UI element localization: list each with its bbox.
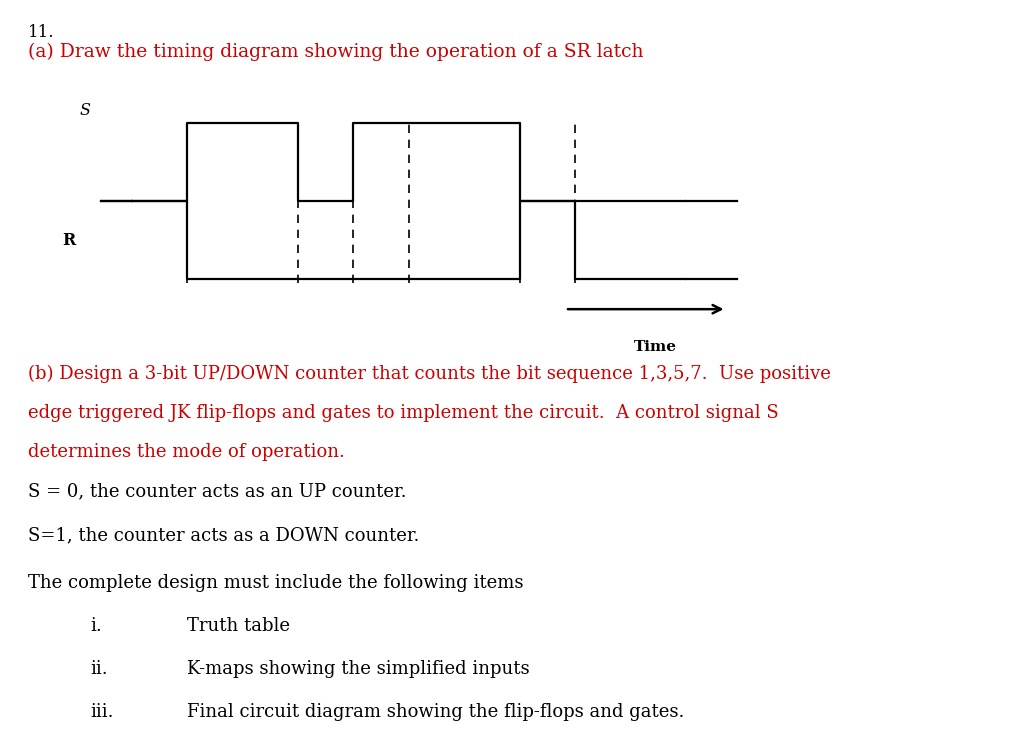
- Text: 11.: 11.: [28, 24, 54, 41]
- Text: determines the mode of operation.: determines the mode of operation.: [28, 443, 345, 460]
- Text: ii.: ii.: [91, 660, 108, 678]
- Text: Time: Time: [635, 340, 677, 355]
- Text: (a) Draw the timing diagram showing the operation of a SR latch: (a) Draw the timing diagram showing the …: [28, 43, 644, 61]
- Text: i.: i.: [91, 617, 103, 635]
- Text: Truth table: Truth table: [187, 617, 290, 635]
- Text: S = 0, the counter acts as an UP counter.: S = 0, the counter acts as an UP counter…: [28, 483, 407, 501]
- Text: S: S: [80, 102, 91, 119]
- Text: iii.: iii.: [91, 703, 114, 721]
- Text: (b) Design a 3-bit UP/DOWN counter that counts the bit sequence 1,3,5,7.  Use po: (b) Design a 3-bit UP/DOWN counter that …: [28, 365, 831, 383]
- Text: K-maps showing the simplified inputs: K-maps showing the simplified inputs: [187, 660, 530, 678]
- Text: S=1, the counter acts as a DOWN counter.: S=1, the counter acts as a DOWN counter.: [28, 526, 420, 544]
- Text: edge triggered JK flip-flops and gates to implement the circuit.  A control sign: edge triggered JK flip-flops and gates t…: [28, 404, 779, 422]
- Text: R: R: [63, 232, 76, 249]
- Text: Final circuit diagram showing the flip-flops and gates.: Final circuit diagram showing the flip-f…: [187, 703, 684, 721]
- Text: The complete design must include the following items: The complete design must include the fol…: [28, 574, 524, 592]
